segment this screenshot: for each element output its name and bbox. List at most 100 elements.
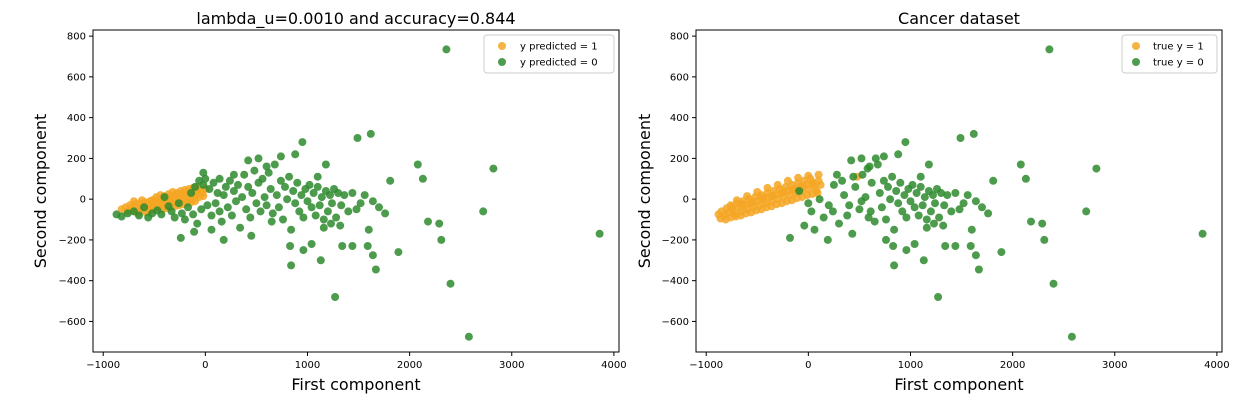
- data-point-series-1: [939, 221, 948, 230]
- data-point-series-1: [368, 197, 377, 206]
- y-tick-label: 600: [67, 72, 86, 83]
- data-point-series-1: [331, 293, 340, 301]
- data-point-series-1: [865, 162, 874, 171]
- data-point-series-1: [160, 193, 169, 202]
- data-point-series-1: [832, 170, 841, 179]
- data-point-series-1: [848, 229, 857, 238]
- data-point-series-1: [446, 279, 455, 288]
- data-point-series-1: [270, 160, 279, 169]
- legend-marker-series-1: [1132, 58, 1140, 66]
- data-point-series-1: [829, 180, 838, 189]
- data-point-series-1: [879, 152, 888, 161]
- data-point-series-1: [1021, 174, 1030, 183]
- data-point-series-1: [435, 219, 444, 228]
- data-point-series-1: [250, 166, 259, 175]
- data-point-series-1: [281, 182, 289, 191]
- data-point-series-1: [272, 191, 281, 200]
- data-point-series-1: [199, 168, 208, 177]
- data-point-series-1: [328, 199, 336, 208]
- data-point-series-1: [1027, 217, 1035, 226]
- data-point-series-1: [311, 211, 320, 220]
- data-point-series-1: [858, 170, 867, 179]
- data-point-series-0: [814, 170, 823, 179]
- data-point-series-1: [835, 219, 843, 228]
- data-point-series-1: [819, 213, 828, 222]
- data-point-series-1: [242, 205, 251, 214]
- y-tick-label: 0: [80, 195, 86, 206]
- data-point-series-1: [215, 174, 224, 183]
- data-point-series-1: [266, 185, 275, 193]
- data-point-series-1: [489, 164, 498, 173]
- data-point-series-1: [299, 246, 308, 255]
- data-point-series-1: [276, 152, 285, 161]
- data-point-series-1: [871, 154, 880, 163]
- data-point-series-1: [1082, 207, 1091, 216]
- data-point-series-1: [366, 129, 375, 138]
- data-point-series-1: [978, 203, 986, 212]
- data-point-series-1: [364, 225, 373, 234]
- y-tick-label: −400: [662, 276, 689, 287]
- data-point-series-1: [319, 215, 328, 224]
- data-point-series-1: [323, 207, 332, 216]
- x-tick-label: 4000: [601, 360, 626, 371]
- data-point-series-0: [809, 179, 818, 188]
- data-point-series-1: [940, 201, 949, 210]
- data-point-series-1: [246, 213, 255, 222]
- data-point-series-1: [286, 242, 295, 250]
- data-point-series-1: [240, 170, 249, 179]
- data-point-series-1: [184, 203, 192, 212]
- legend-label-series-1: true y = 0: [1153, 58, 1204, 69]
- x-axis: −1000 0 1000 2000 3000 4000: [689, 352, 1230, 371]
- data-point-series-1: [356, 199, 365, 208]
- data-point-series-1: [910, 240, 919, 248]
- x-tick-label: 2000: [397, 360, 422, 371]
- data-point-series-1: [232, 197, 240, 206]
- data-point-series-0: [773, 180, 782, 189]
- data-point-series-1: [205, 185, 214, 193]
- data-point-series-1: [870, 217, 879, 226]
- data-point-series-1: [800, 221, 809, 230]
- data-point-series-1: [418, 174, 427, 183]
- data-point-series-1: [888, 172, 897, 181]
- x-tick-label: 2000: [1000, 360, 1025, 371]
- data-point-series-1: [879, 176, 888, 185]
- x-tick-label: 1000: [898, 360, 923, 371]
- x-axis: −1000 0 1000 2000 3000 4000: [86, 352, 627, 371]
- data-point-series-1: [321, 160, 330, 169]
- y-tick-label: −200: [662, 235, 689, 246]
- data-point-series-1: [264, 168, 273, 177]
- axes-frame: [695, 29, 1223, 353]
- y-axis-label: Second component: [31, 114, 50, 268]
- data-point-series-1: [258, 174, 267, 183]
- legend-label-series-0: y predicted = 1: [520, 42, 598, 53]
- data-point-series-1: [348, 189, 357, 197]
- data-point-series-1: [937, 189, 946, 197]
- data-point-series-1: [935, 213, 944, 222]
- data-point-series-0: [753, 188, 762, 196]
- data-point-series-1: [845, 201, 854, 210]
- data-point-series-1: [199, 180, 208, 189]
- x-axis-label: First component: [291, 375, 420, 394]
- data-point-series-1: [966, 242, 975, 250]
- data-point-series-0: [778, 188, 787, 196]
- data-point-series-1: [900, 191, 909, 200]
- data-point-series-1: [849, 172, 858, 181]
- data-point-series-1: [337, 201, 346, 210]
- data-point-series-1: [177, 209, 186, 218]
- data-point-series-1: [955, 205, 964, 214]
- data-point-series-1: [287, 225, 296, 234]
- data-point-series-0: [748, 198, 757, 207]
- data-point-series-1: [941, 242, 950, 250]
- data-point-series-1: [930, 219, 938, 228]
- data-point-series-1: [956, 134, 965, 142]
- data-point-series-1: [307, 240, 316, 248]
- data-point-series-1: [595, 229, 604, 238]
- legend-box: [483, 34, 615, 74]
- data-point-series-1: [219, 235, 228, 244]
- legend-marker-series-1: [498, 58, 506, 66]
- data-point-series-1: [227, 211, 236, 220]
- data-point-series-1: [254, 154, 263, 163]
- data-point-series-1: [971, 251, 980, 260]
- data-point-series-1: [926, 207, 935, 216]
